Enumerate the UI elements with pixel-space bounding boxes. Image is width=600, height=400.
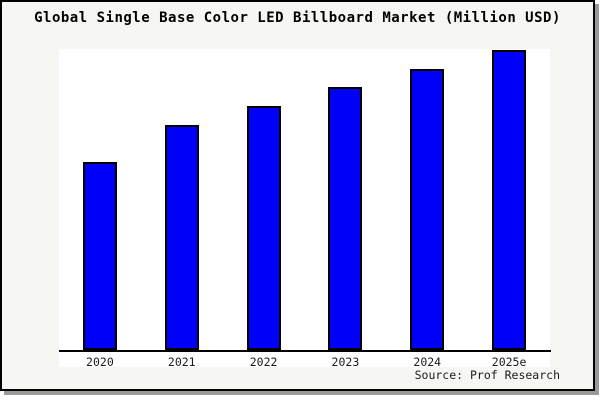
x-tick-label-2024: 2024 bbox=[413, 355, 442, 369]
chart-title: Global Single Base Color LED Billboard M… bbox=[34, 10, 561, 26]
source-note: Source: Prof Research bbox=[414, 368, 560, 382]
bar-2021 bbox=[164, 125, 199, 350]
x-axis-line bbox=[59, 350, 551, 352]
bar-2024 bbox=[410, 69, 445, 350]
bar-2022 bbox=[246, 106, 281, 350]
x-tick-label-2022: 2022 bbox=[249, 355, 278, 369]
bar-2025e bbox=[492, 50, 527, 350]
x-tick-label-2020: 2020 bbox=[86, 355, 114, 369]
x-tick-label-2023: 2023 bbox=[331, 355, 360, 369]
chart-frame: Global Single Base Color LED Billboard M… bbox=[0, 0, 595, 391]
x-tick-label-2021: 2021 bbox=[167, 355, 196, 369]
bar-2020 bbox=[82, 162, 117, 350]
plot-area bbox=[59, 49, 550, 367]
bar-2023 bbox=[328, 87, 363, 350]
x-tick-label-2025e: 2025e bbox=[491, 355, 527, 369]
